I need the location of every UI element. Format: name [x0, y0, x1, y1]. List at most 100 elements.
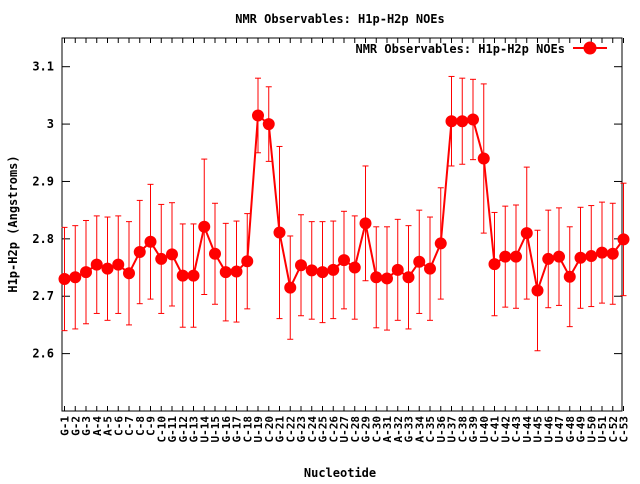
x-tick-label: G-1 [59, 416, 72, 436]
data-point [262, 118, 275, 131]
y-tick-label: 3.1 [32, 60, 54, 74]
axes-layer: 2.6 2.7 2.8 2.9 3 3.1 G-1G-2G-3A-4A-5C-6C-7C-8… [32, 37, 631, 443]
x-tick-label: A-34 [413, 416, 426, 443]
data-point [477, 152, 490, 165]
data-point [187, 269, 200, 282]
x-tick-label: G-49 [575, 416, 588, 443]
data-point [316, 266, 329, 279]
x-tick-label: C-38 [456, 416, 469, 443]
data-point [370, 271, 383, 284]
data-point [305, 264, 318, 277]
x-tick-label: C-52 [607, 416, 620, 443]
x-tick-label: U-14 [198, 416, 211, 443]
x-tick-label: G-29 [360, 416, 373, 443]
data-point [520, 227, 533, 240]
data-point [219, 266, 232, 279]
data-point [80, 266, 92, 279]
x-tick-label: G-3 [80, 416, 93, 436]
x-tick-label: G-21 [274, 416, 287, 443]
legend-label: NMR Observables: H1p-H2p NOEs [355, 42, 565, 56]
data-point [327, 263, 340, 276]
x-tick-label: G-12 [177, 416, 190, 443]
y-tick-label: 2.8 [32, 232, 54, 246]
x-tick-label: C-24 [306, 416, 319, 443]
data-point [101, 262, 114, 275]
x-tick-label: C-8 [134, 416, 147, 436]
x-tick-label: C-43 [510, 416, 523, 443]
x-tick-label: G-39 [467, 416, 480, 443]
x-tick-label: C-41 [489, 416, 502, 443]
x-tick-label: C-6 [112, 416, 125, 436]
x-tick-label: G-48 [564, 416, 577, 443]
chart-title: NMR Observables: H1p-H2p NOEs [235, 12, 445, 26]
x-tick-label: U-40 [478, 416, 491, 443]
x-tick-label: U-36 [435, 416, 448, 443]
x-axis-label: Nucleotide [304, 466, 376, 480]
x-tick-label: G-33 [403, 416, 416, 443]
data-point [467, 113, 479, 126]
x-tick-label: C-9 [145, 416, 158, 436]
x-tick-label: G-25 [317, 416, 330, 443]
x-tick-label: C-10 [155, 416, 168, 443]
y-tick-label: 3 [47, 117, 54, 131]
x-tick-label: A-31 [381, 416, 394, 443]
data-point [574, 251, 587, 264]
legend: NMR Observables: H1p-H2p NOEs [355, 41, 607, 56]
data-point [596, 246, 608, 259]
x-tick-label: G-11 [166, 416, 179, 443]
x-tick-label: G-13 [188, 416, 201, 443]
data-point [198, 220, 211, 233]
x-tick-label: C-7 [123, 416, 136, 436]
plot-frame [61, 37, 623, 412]
data-point [284, 281, 297, 294]
x-tick-label: U-47 [553, 416, 566, 443]
data-point [542, 252, 555, 265]
data-point [123, 267, 135, 280]
data-point [112, 258, 125, 271]
data-point [531, 284, 544, 297]
x-tick-label: U-19 [252, 416, 265, 443]
data-point [338, 254, 350, 267]
data-point [359, 217, 372, 230]
data-point [424, 262, 436, 275]
x-tick-label: U-37 [446, 416, 459, 443]
data-point [230, 265, 243, 278]
y-tick-label: 2.9 [32, 174, 54, 188]
point-layer [58, 109, 630, 297]
x-tick-label: C-22 [284, 416, 297, 443]
x-tick-label: C-26 [327, 416, 340, 443]
data-point [209, 247, 221, 260]
y-tick-label: 2.7 [32, 289, 54, 303]
data-point [241, 255, 254, 268]
x-tick-label: U-42 [499, 416, 512, 443]
y-tick-label: 2.6 [32, 347, 54, 361]
data-point [510, 250, 522, 263]
x-tick-label: A-32 [392, 416, 405, 443]
data-point [456, 115, 469, 128]
x-tick-label: G-23 [295, 416, 308, 443]
y-axis-label: H1p-H2p (Angstroms) [6, 155, 20, 292]
data-point [434, 237, 447, 250]
x-tick-label: G-17 [231, 416, 244, 443]
x-tick-label: C-28 [349, 416, 362, 443]
data-point [606, 247, 619, 260]
x-tick-label: U-51 [596, 416, 609, 443]
data-point [488, 258, 501, 271]
data-point [348, 261, 361, 274]
data-point [69, 271, 82, 284]
data-point [90, 258, 103, 271]
x-tick-label: A-5 [102, 416, 115, 436]
x-tick-label: G-2 [69, 416, 82, 436]
data-point [402, 271, 415, 284]
x-tick-label: U-45 [532, 416, 545, 443]
data-point [413, 255, 426, 268]
data-point [58, 273, 71, 286]
x-tick-label: U-15 [209, 416, 222, 443]
x-tick-label: A-4 [91, 416, 104, 436]
x-tick-label: U-27 [338, 416, 351, 443]
data-point [166, 248, 178, 261]
x-tick-label: C-18 [241, 416, 254, 443]
x-tick-label: U-44 [521, 416, 534, 443]
